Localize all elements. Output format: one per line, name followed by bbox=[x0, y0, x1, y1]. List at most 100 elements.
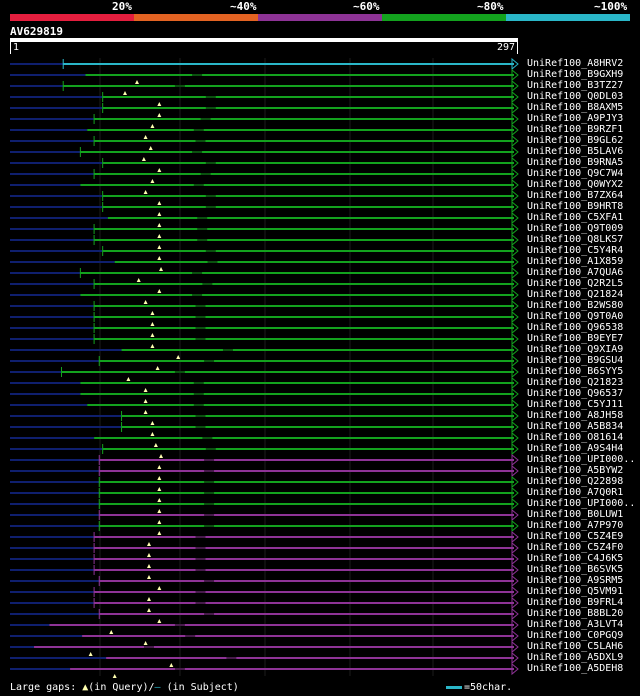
color-segment-60 bbox=[258, 14, 382, 21]
hit-label[interactable]: UniRef100_Q9XIA9 bbox=[527, 344, 624, 355]
query-gap-icon bbox=[147, 575, 152, 579]
hit-label[interactable]: UniRef100_C4J6K5 bbox=[527, 553, 624, 564]
hit-label[interactable]: UniRef100_Q96538 bbox=[527, 322, 624, 333]
gap-legend: Large gaps: ▲(in Query)/– (in Subject) bbox=[10, 682, 239, 693]
query-gap-icon bbox=[155, 366, 160, 370]
scale-legend: =50char. bbox=[446, 682, 512, 693]
query-gap-icon bbox=[157, 256, 162, 260]
hit-label[interactable]: UniRef100_UPI000.. bbox=[527, 498, 636, 509]
hit-end-arrow bbox=[511, 497, 519, 511]
hit-label[interactable]: UniRef100_B9GSU4 bbox=[527, 355, 624, 366]
hit-end-arrow bbox=[511, 585, 519, 599]
hit-label[interactable]: UniRef100_Q22898 bbox=[527, 476, 624, 487]
hit-label[interactable]: UniRef100_A8JH58 bbox=[527, 410, 624, 421]
query-gap-icon bbox=[136, 278, 141, 282]
hit-label[interactable]: UniRef100_Q9T0A0 bbox=[527, 311, 624, 322]
legend-label-100: ~100% bbox=[594, 0, 628, 13]
hit-label[interactable]: UniRef100_A3LVT4 bbox=[527, 619, 624, 630]
hit-label[interactable]: UniRef100_Q9T009 bbox=[527, 223, 624, 234]
hit-end-arrow bbox=[511, 464, 519, 478]
query-gap-icon bbox=[109, 630, 114, 634]
hit-label[interactable]: UniRef100_A5DEH8 bbox=[527, 663, 624, 674]
query-gap-icon bbox=[147, 553, 152, 557]
hit-label[interactable]: UniRef100_A7P970 bbox=[527, 520, 624, 531]
hit-label[interactable]: UniRef100_C5YJ11 bbox=[527, 399, 624, 410]
color-segment-100 bbox=[506, 14, 630, 21]
hit-end-arrow bbox=[511, 321, 519, 335]
hit-label[interactable]: UniRef100_A9PJY3 bbox=[527, 113, 624, 124]
hit-label[interactable]: UniRef100_B6SVK5 bbox=[527, 564, 624, 575]
query-ruler: 1 297 bbox=[10, 42, 518, 54]
hit-label[interactable]: UniRef100_B2WS80 bbox=[527, 300, 624, 311]
hit-label[interactable]: UniRef100_O81614 bbox=[527, 432, 624, 443]
hit-label[interactable]: UniRef100_A5BYW2 bbox=[527, 465, 624, 476]
hit-label[interactable]: UniRef100_Q21823 bbox=[527, 377, 624, 388]
hit-label[interactable]: UniRef100_B6SYY5 bbox=[527, 366, 624, 377]
query-gap-icon bbox=[159, 454, 164, 458]
hit-label[interactable]: UniRef100_A8HRV2 bbox=[527, 58, 624, 69]
hit-label[interactable]: UniRef100_B5LAV6 bbox=[527, 146, 624, 157]
hit-label[interactable]: UniRef100_B8AXM5 bbox=[527, 102, 624, 113]
hit-label[interactable]: UniRef100_A7QUA6 bbox=[527, 267, 624, 278]
hit-end-arrow bbox=[511, 398, 519, 412]
hit-label[interactable]: UniRef100_Q8LKS7 bbox=[527, 234, 624, 245]
query-gap-icon bbox=[143, 388, 148, 392]
hit-end-arrow bbox=[511, 288, 519, 302]
hit-label[interactable]: UniRef100_C5Z4F0 bbox=[527, 542, 624, 553]
hit-end-arrow bbox=[511, 574, 519, 588]
hit-label[interactable]: UniRef100_C5LAH6 bbox=[527, 641, 624, 652]
hit-label[interactable]: UniRef100_A1X859 bbox=[527, 256, 624, 267]
hit-end-arrow bbox=[511, 596, 519, 610]
hit-label[interactable]: UniRef100_C5Z4E9 bbox=[527, 531, 624, 542]
hit-label[interactable]: UniRef100_B9RZF1 bbox=[527, 124, 624, 135]
ruler-start-label: 1 bbox=[13, 42, 20, 53]
hit-label[interactable]: UniRef100_B9GXH9 bbox=[527, 69, 624, 80]
hit-label[interactable]: UniRef100_B9RNA5 bbox=[527, 157, 624, 168]
query-gap-icon bbox=[157, 487, 162, 491]
hit-end-arrow bbox=[511, 365, 519, 379]
hit-label[interactable]: UniRef100_B8BL20 bbox=[527, 608, 624, 619]
hit-label[interactable]: UniRef100_C5Y4R4 bbox=[527, 245, 624, 256]
hit-label[interactable]: UniRef100_Q21824 bbox=[527, 289, 624, 300]
hit-end-arrow bbox=[511, 211, 519, 225]
subject-gap-text: (in Subject) bbox=[160, 682, 239, 693]
color-segment-20 bbox=[10, 14, 134, 21]
hit-label[interactable]: UniRef100_Q2R2L5 bbox=[527, 278, 624, 289]
hit-label[interactable]: UniRef100_B9EYE7 bbox=[527, 333, 624, 344]
hit-label[interactable]: UniRef100_A5DXL9 bbox=[527, 652, 624, 663]
hit-label[interactable]: UniRef100_UPI000.. bbox=[527, 454, 636, 465]
hit-label[interactable]: UniRef100_B9GL62 bbox=[527, 135, 624, 146]
query-gap-icon bbox=[147, 608, 152, 612]
color-segment-80 bbox=[382, 14, 506, 21]
hit-label[interactable]: UniRef100_C5XFA1 bbox=[527, 212, 624, 223]
hit-end-arrow bbox=[511, 354, 519, 368]
query-gap-icon bbox=[141, 157, 146, 161]
hit-end-arrow bbox=[511, 145, 519, 159]
hit-end-arrow bbox=[511, 167, 519, 181]
query-gap-icon bbox=[157, 289, 162, 293]
hit-label[interactable]: UniRef100_A9S4H4 bbox=[527, 443, 624, 454]
hit-label[interactable]: UniRef100_A7Q0R1 bbox=[527, 487, 624, 498]
hit-label[interactable]: UniRef100_A9SRM5 bbox=[527, 575, 624, 586]
hit-label[interactable]: UniRef100_Q5VM91 bbox=[527, 586, 624, 597]
hit-label[interactable]: UniRef100_B7ZX64 bbox=[527, 190, 624, 201]
hit-label[interactable]: UniRef100_A5B834 bbox=[527, 421, 624, 432]
legend-label-60: ~60% bbox=[353, 0, 380, 13]
hit-end-arrow bbox=[511, 607, 519, 621]
hit-label[interactable]: UniRef100_B9HRT8 bbox=[527, 201, 624, 212]
hit-label[interactable]: UniRef100_Q0DL03 bbox=[527, 91, 624, 102]
hit-label[interactable]: UniRef100_Q0WYX2 bbox=[527, 179, 624, 190]
query-gap-icon bbox=[157, 619, 162, 623]
hit-label[interactable]: UniRef100_Q96537 bbox=[527, 388, 624, 399]
query-gap-icon bbox=[157, 201, 162, 205]
hit-end-arrow bbox=[511, 541, 519, 555]
hit-label[interactable]: UniRef100_B0LUW1 bbox=[527, 509, 624, 520]
hit-label[interactable]: UniRef100_B3TZ27 bbox=[527, 80, 624, 91]
hit-label[interactable]: UniRef100_B9FRL4 bbox=[527, 597, 624, 608]
hit-end-arrow bbox=[511, 101, 519, 115]
hit-end-arrow bbox=[511, 156, 519, 170]
query-gap-icon bbox=[157, 531, 162, 535]
hit-label[interactable]: UniRef100_Q9C7W4 bbox=[527, 168, 624, 179]
hit-label[interactable]: UniRef100_C0PGQ9 bbox=[527, 630, 624, 641]
hit-end-arrow bbox=[511, 178, 519, 192]
